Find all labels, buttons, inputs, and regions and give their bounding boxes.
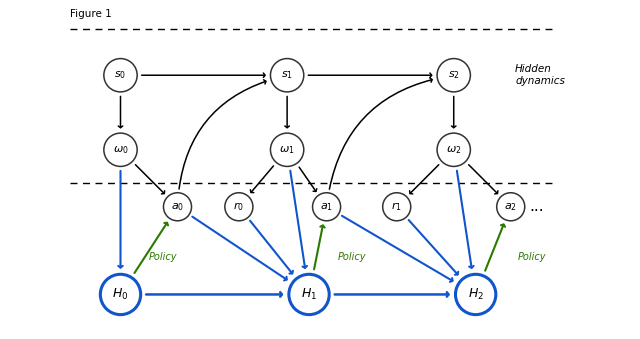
- Text: Policy: Policy: [149, 252, 177, 262]
- Circle shape: [437, 133, 470, 166]
- Circle shape: [456, 274, 496, 315]
- Text: $a_2$: $a_2$: [504, 201, 517, 213]
- Text: $r_0$: $r_0$: [234, 200, 244, 213]
- Text: $a_0$: $a_0$: [171, 201, 184, 213]
- Circle shape: [163, 193, 191, 221]
- Circle shape: [271, 133, 304, 166]
- Text: $s_2$: $s_2$: [448, 69, 460, 81]
- Text: $H_0$: $H_0$: [112, 287, 129, 302]
- Text: Policy: Policy: [337, 252, 366, 262]
- Circle shape: [225, 193, 253, 221]
- Text: Policy: Policy: [517, 252, 546, 262]
- Text: $H_2$: $H_2$: [468, 287, 484, 302]
- Text: $s_0$: $s_0$: [115, 69, 127, 81]
- Circle shape: [271, 59, 304, 92]
- Circle shape: [100, 274, 141, 315]
- Text: $s_1$: $s_1$: [281, 69, 293, 81]
- Text: $\omega_1$: $\omega_1$: [279, 144, 295, 156]
- Circle shape: [497, 193, 525, 221]
- Circle shape: [104, 59, 137, 92]
- Text: Figure 1: Figure 1: [70, 9, 112, 19]
- Circle shape: [312, 193, 340, 221]
- Text: $a_1$: $a_1$: [320, 201, 333, 213]
- Text: ...: ...: [530, 199, 545, 214]
- Text: $\omega_0$: $\omega_0$: [113, 144, 129, 156]
- Text: $H_1$: $H_1$: [301, 287, 317, 302]
- Circle shape: [289, 274, 329, 315]
- Text: $r_1$: $r_1$: [391, 200, 402, 213]
- Circle shape: [383, 193, 411, 221]
- Text: $\omega_2$: $\omega_2$: [446, 144, 461, 156]
- Circle shape: [437, 59, 470, 92]
- Circle shape: [104, 133, 137, 166]
- Text: Hidden
dynamics: Hidden dynamics: [515, 64, 565, 86]
